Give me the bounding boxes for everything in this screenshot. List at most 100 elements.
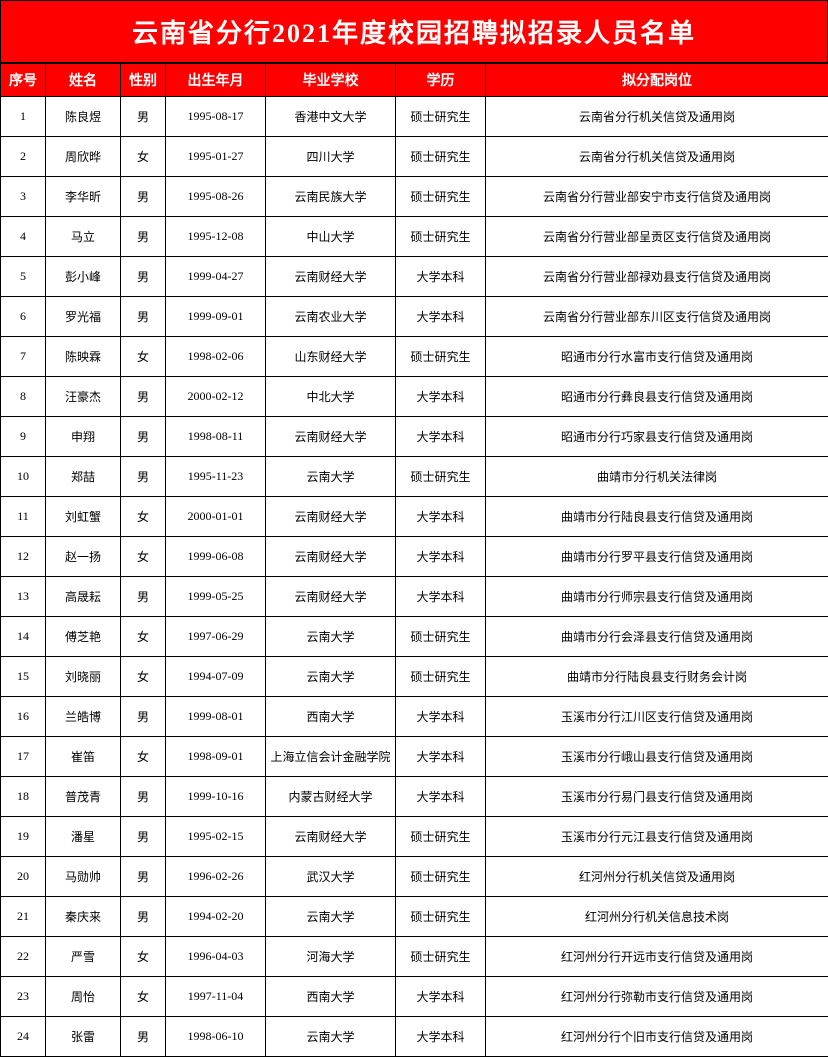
cell-edu: 大学本科 [396, 497, 486, 537]
cell-gender: 男 [121, 1017, 166, 1057]
cell-dob: 1995-11-23 [166, 457, 266, 497]
cell-school: 云南农业大学 [266, 297, 396, 337]
cell-name: 郑喆 [46, 457, 121, 497]
cell-edu: 大学本科 [396, 977, 486, 1017]
cell-pos: 曲靖市分行陆良县支行信贷及通用岗 [486, 497, 828, 537]
cell-school: 中山大学 [266, 217, 396, 257]
cell-idx: 17 [1, 737, 46, 777]
cell-school: 云南大学 [266, 657, 396, 697]
cell-name: 傅芝艳 [46, 617, 121, 657]
cell-edu: 硕士研究生 [396, 657, 486, 697]
cell-dob: 1995-08-17 [166, 97, 266, 137]
cell-idx: 23 [1, 977, 46, 1017]
cell-idx: 2 [1, 137, 46, 177]
cell-gender: 男 [121, 577, 166, 617]
cell-pos: 云南省分行机关信贷及通用岗 [486, 97, 828, 137]
cell-edu: 硕士研究生 [396, 857, 486, 897]
cell-dob: 1995-02-15 [166, 817, 266, 857]
cell-school: 内蒙古财经大学 [266, 777, 396, 817]
cell-dob: 1994-07-09 [166, 657, 266, 697]
cell-pos: 红河州分行个旧市支行信贷及通用岗 [486, 1017, 828, 1057]
cell-name: 普茂青 [46, 777, 121, 817]
cell-gender: 女 [121, 657, 166, 697]
cell-edu: 大学本科 [396, 777, 486, 817]
table-row: 20马勋帅男1996-02-26武汉大学硕士研究生红河州分行机关信贷及通用岗 [1, 857, 828, 897]
recruitment-table: 序号 姓名 性别 出生年月 毕业学校 学历 拟分配岗位 1陈良煜男1995-08… [0, 63, 828, 1057]
table-row: 4马立男1995-12-08中山大学硕士研究生云南省分行营业部呈贡区支行信贷及通… [1, 217, 828, 257]
cell-name: 马立 [46, 217, 121, 257]
cell-name: 严雪 [46, 937, 121, 977]
cell-school: 西南大学 [266, 697, 396, 737]
table-row: 9申翔男1998-08-11云南财经大学大学本科昭通市分行巧家县支行信贷及通用岗 [1, 417, 828, 457]
table-row: 7陈映霖女1998-02-06山东财经大学硕士研究生昭通市分行水富市支行信贷及通… [1, 337, 828, 377]
cell-name: 马勋帅 [46, 857, 121, 897]
cell-pos: 红河州分行开远市支行信贷及通用岗 [486, 937, 828, 977]
cell-dob: 1999-04-27 [166, 257, 266, 297]
table-row: 23周怡女1997-11-04西南大学大学本科红河州分行弥勒市支行信贷及通用岗 [1, 977, 828, 1017]
table-row: 22严雪女1996-04-03河海大学硕士研究生红河州分行开远市支行信贷及通用岗 [1, 937, 828, 977]
cell-idx: 5 [1, 257, 46, 297]
cell-pos: 云南省分行营业部东川区支行信贷及通用岗 [486, 297, 828, 337]
cell-dob: 1998-02-06 [166, 337, 266, 377]
cell-dob: 1999-10-16 [166, 777, 266, 817]
cell-idx: 13 [1, 577, 46, 617]
cell-pos: 玉溪市分行江川区支行信贷及通用岗 [486, 697, 828, 737]
cell-edu: 硕士研究生 [396, 617, 486, 657]
cell-pos: 曲靖市分行机关法律岗 [486, 457, 828, 497]
cell-school: 云南财经大学 [266, 817, 396, 857]
cell-school: 云南民族大学 [266, 177, 396, 217]
cell-gender: 女 [121, 737, 166, 777]
table-row: 11刘虹蟹女2000-01-01云南财经大学大学本科曲靖市分行陆良县支行信贷及通… [1, 497, 828, 537]
cell-school: 河海大学 [266, 937, 396, 977]
cell-pos: 昭通市分行巧家县支行信贷及通用岗 [486, 417, 828, 457]
header-dob: 出生年月 [166, 64, 266, 97]
cell-idx: 10 [1, 457, 46, 497]
table-row: 6罗光福男1999-09-01云南农业大学大学本科云南省分行营业部东川区支行信贷… [1, 297, 828, 337]
cell-idx: 12 [1, 537, 46, 577]
cell-name: 兰皓博 [46, 697, 121, 737]
table-row: 19潘星男1995-02-15云南财经大学硕士研究生玉溪市分行元江县支行信贷及通… [1, 817, 828, 857]
cell-name: 潘星 [46, 817, 121, 857]
cell-school: 云南大学 [266, 617, 396, 657]
cell-gender: 男 [121, 857, 166, 897]
cell-dob: 2000-02-12 [166, 377, 266, 417]
table-row: 24张雷男1998-06-10云南大学大学本科红河州分行个旧市支行信贷及通用岗 [1, 1017, 828, 1057]
cell-edu: 大学本科 [396, 537, 486, 577]
cell-school: 中北大学 [266, 377, 396, 417]
cell-edu: 大学本科 [396, 697, 486, 737]
header-idx: 序号 [1, 64, 46, 97]
cell-gender: 女 [121, 937, 166, 977]
cell-gender: 男 [121, 817, 166, 857]
cell-dob: 1999-05-25 [166, 577, 266, 617]
cell-gender: 男 [121, 897, 166, 937]
cell-school: 云南大学 [266, 897, 396, 937]
cell-school: 云南财经大学 [266, 417, 396, 457]
cell-pos: 玉溪市分行元江县支行信贷及通用岗 [486, 817, 828, 857]
cell-gender: 男 [121, 97, 166, 137]
cell-idx: 20 [1, 857, 46, 897]
table-title: 云南省分行2021年度校园招聘拟招录人员名单 [0, 0, 828, 63]
header-gender: 性别 [121, 64, 166, 97]
table-row: 17崔笛女1998-09-01上海立信会计金融学院大学本科玉溪市分行峨山县支行信… [1, 737, 828, 777]
cell-dob: 1998-08-11 [166, 417, 266, 457]
cell-school: 云南财经大学 [266, 497, 396, 537]
cell-edu: 大学本科 [396, 737, 486, 777]
cell-dob: 1996-04-03 [166, 937, 266, 977]
header-edu: 学历 [396, 64, 486, 97]
cell-name: 陈良煜 [46, 97, 121, 137]
cell-pos: 曲靖市分行陆良县支行财务会计岗 [486, 657, 828, 697]
cell-dob: 1998-06-10 [166, 1017, 266, 1057]
cell-edu: 大学本科 [396, 377, 486, 417]
cell-idx: 16 [1, 697, 46, 737]
cell-gender: 女 [121, 977, 166, 1017]
cell-gender: 男 [121, 697, 166, 737]
cell-gender: 女 [121, 137, 166, 177]
cell-school: 云南财经大学 [266, 537, 396, 577]
cell-idx: 19 [1, 817, 46, 857]
table-row: 3李华昕男1995-08-26云南民族大学硕士研究生云南省分行营业部安宁市支行信… [1, 177, 828, 217]
table-row: 2周欣晔女1995-01-27四川大学硕士研究生云南省分行机关信贷及通用岗 [1, 137, 828, 177]
header-name: 姓名 [46, 64, 121, 97]
cell-idx: 7 [1, 337, 46, 377]
cell-dob: 1999-06-08 [166, 537, 266, 577]
cell-idx: 11 [1, 497, 46, 537]
